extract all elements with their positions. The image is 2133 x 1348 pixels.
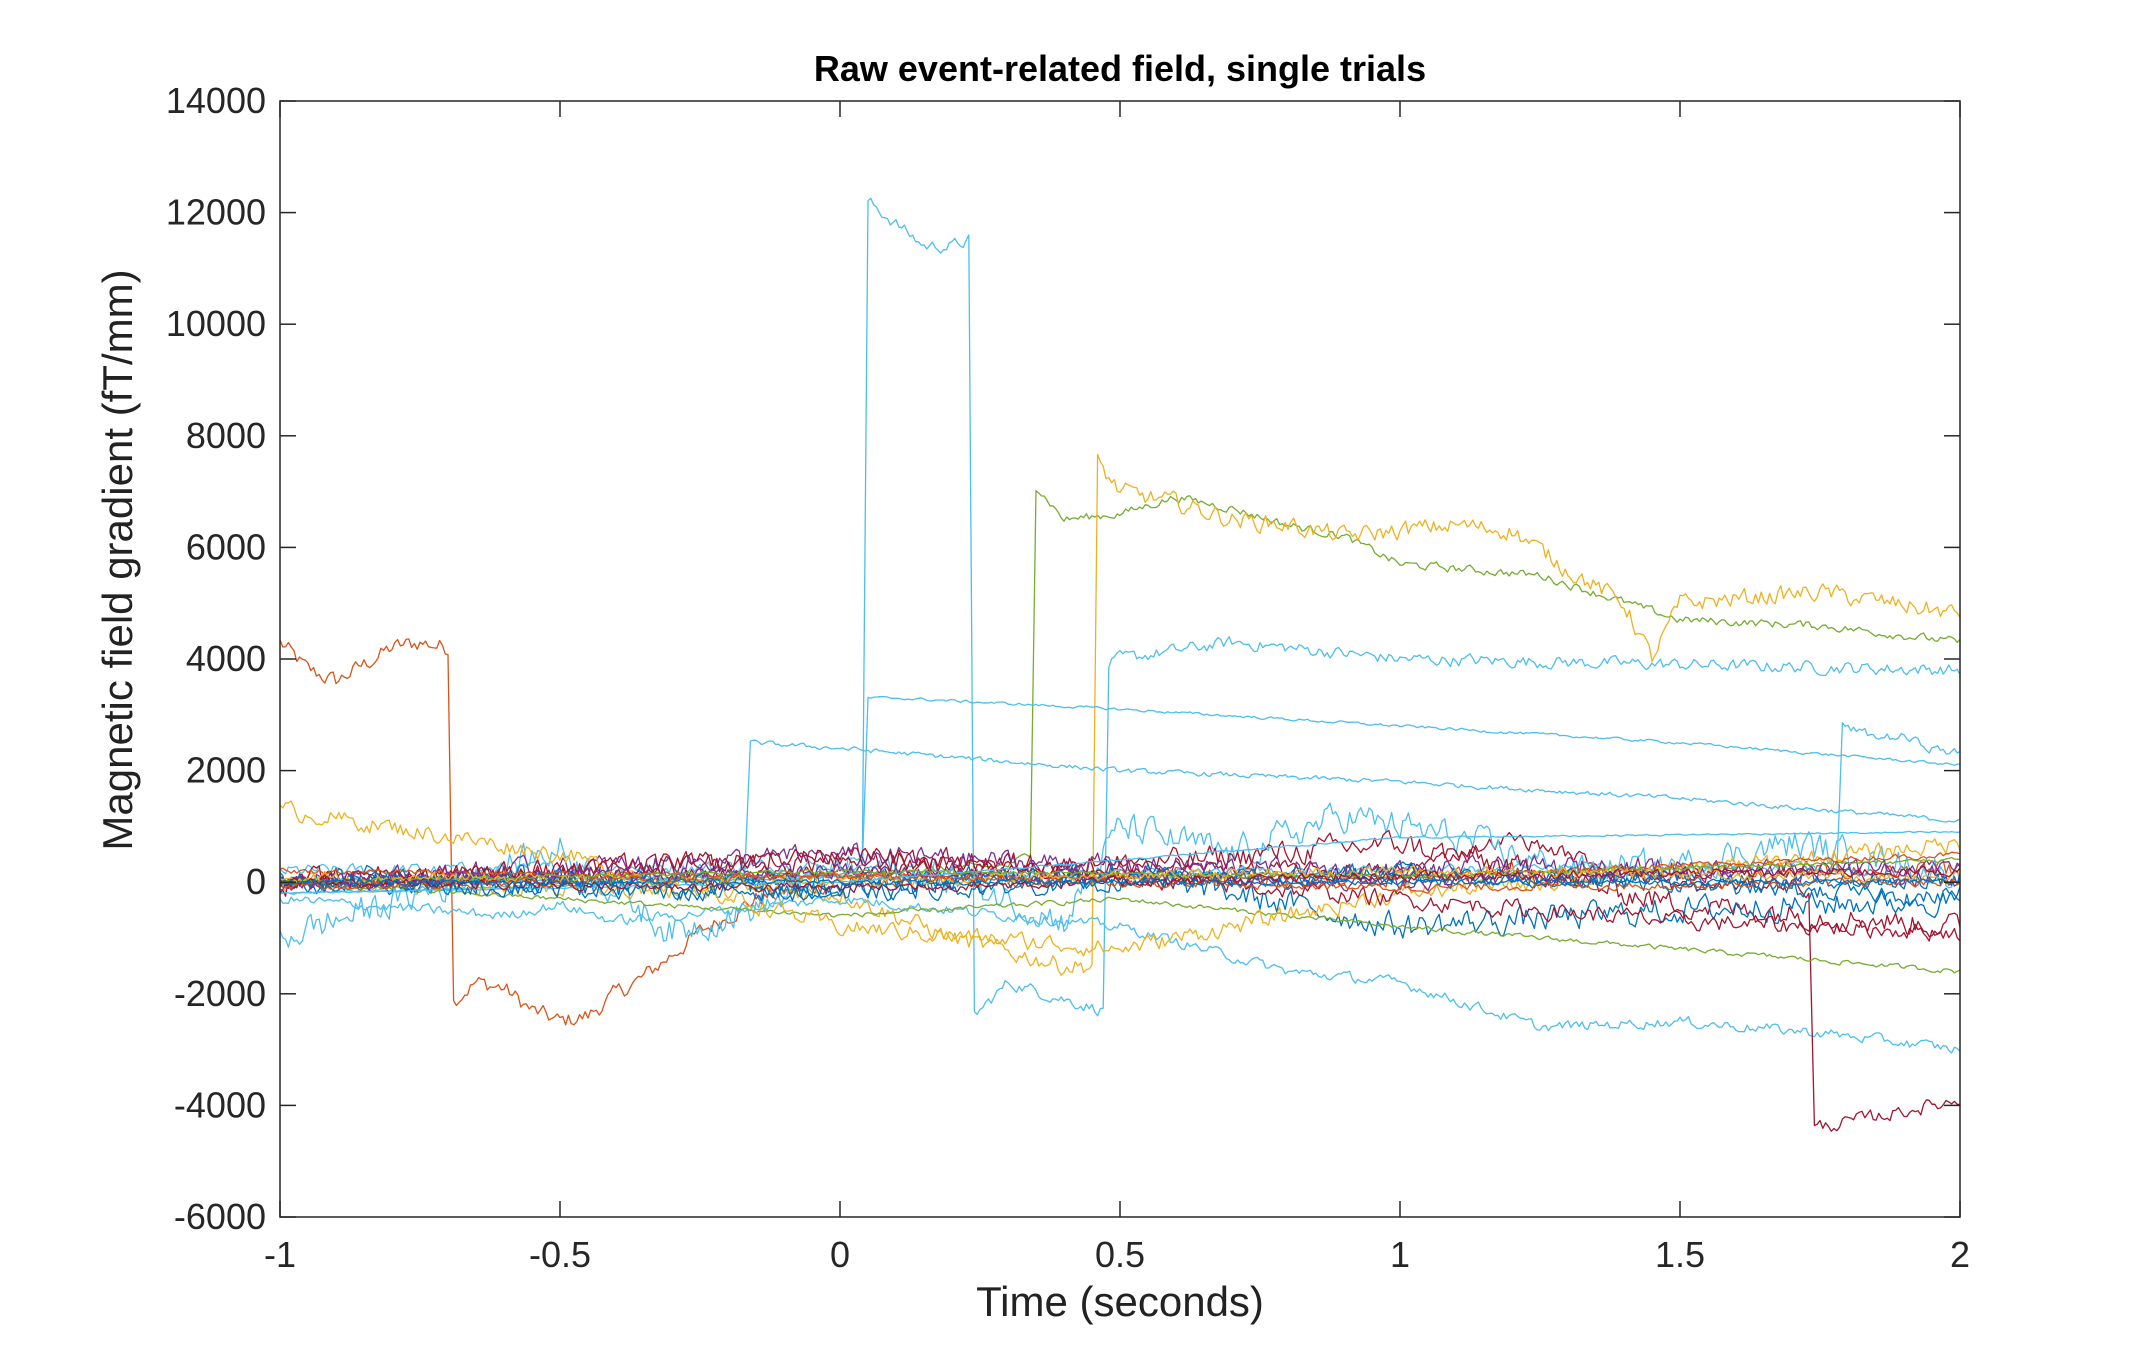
trial-trace-2: [279, 197, 1961, 1017]
y-tick-label: -4000: [174, 1084, 266, 1125]
x-tick-label: 2: [1950, 1234, 1970, 1275]
y-tick-label: 6000: [186, 526, 266, 567]
trial-trace-10: [279, 802, 1961, 948]
x-tick-label: 1: [1390, 1234, 1410, 1275]
trial-trace-1: [279, 638, 1961, 1026]
trial-trace-7: [279, 896, 1961, 1054]
y-tick-label: 14000: [166, 80, 266, 121]
tick-marks: -1 -0.5 0 0.5 1 1.5 2 -6000 -4000 -2000 0 2000 4000 6…: [166, 80, 1970, 1275]
trial-trace-22: [279, 856, 1961, 885]
x-tick-label: -1: [264, 1234, 296, 1275]
y-tick-label: 2000: [186, 750, 266, 791]
chart-title: Raw event-related field, single trials: [813, 48, 1427, 89]
trial-trace-21: [279, 861, 1961, 907]
y-tick-label: 12000: [166, 192, 266, 233]
trial-trace-13: [279, 879, 1961, 974]
trial-trace-4: [279, 453, 1961, 976]
series-traces: [279, 197, 1961, 1132]
y-tick-label: 10000: [166, 303, 266, 344]
trial-trace-26: [279, 877, 1961, 887]
y-axis-label: Magnetic field gradient (fT/mm): [94, 269, 141, 851]
plot-axes: [279, 100, 1961, 1218]
trial-trace-3: [279, 490, 1961, 888]
x-tick-label: 0: [830, 1234, 850, 1275]
y-tick-label: -6000: [174, 1196, 266, 1237]
trial-trace-24: [279, 872, 1961, 894]
x-tick-label: -0.5: [529, 1234, 591, 1275]
y-tick-label: 8000: [186, 415, 266, 456]
y-tick-label: 4000: [186, 638, 266, 679]
trial-trace-14: [279, 842, 1961, 893]
y-tick-label: 0: [246, 861, 266, 902]
x-tick-label: 1.5: [1655, 1234, 1705, 1275]
trial-trace-16: [279, 847, 1961, 942]
y-tick-label: -2000: [174, 973, 266, 1014]
x-tick-label: 0.5: [1095, 1234, 1145, 1275]
x-axis-label: Time (seconds): [976, 1278, 1264, 1325]
plot-frame: [279, 100, 1961, 1218]
